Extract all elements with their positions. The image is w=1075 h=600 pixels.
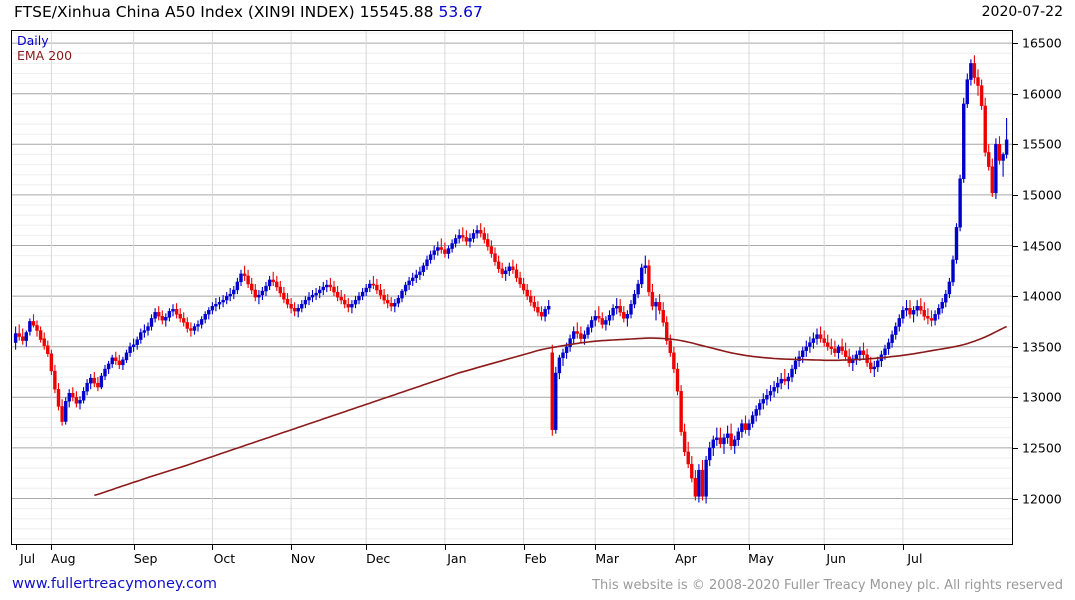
instrument-ticker: (XIN9I INDEX): [247, 3, 355, 21]
x-tick-label: Feb: [524, 551, 547, 566]
x-tick-label: Aug: [51, 551, 76, 566]
y-tick-mark: [1013, 245, 1018, 247]
chart-header: FTSE/Xinhua China A50 Index (XIN9I INDEX…: [0, 0, 1075, 28]
y-tick-mark: [1013, 194, 1018, 196]
x-tick-label: Sep: [133, 551, 158, 566]
y-tick-label: 12000: [1022, 491, 1062, 506]
x-tick-mark: [366, 545, 368, 550]
x-tick-mark: [523, 545, 525, 550]
major-gridlines: [12, 42, 1012, 499]
candlestick-canvas: [12, 31, 1012, 544]
y-tick-mark: [1013, 43, 1018, 45]
site-url-link[interactable]: www.fullertreacymoney.com: [12, 576, 217, 592]
copyright-notice: This website is © 2008-2020 Fuller Treac…: [592, 578, 1063, 593]
x-axis: Jul Aug Sep Oct Nov Dec Jan Feb Mar Apr May Jun Jul: [11, 545, 1013, 569]
x-tick-mark: [51, 545, 53, 550]
x-tick-mark: [444, 545, 446, 550]
x-tick-mark: [749, 545, 750, 550]
x-tick-label: Dec: [366, 551, 391, 566]
x-tick-mark: [902, 545, 904, 550]
y-tick-label: 14000: [1022, 288, 1062, 304]
x-tick-mark: [824, 545, 826, 550]
page-title: FTSE/Xinhua China A50 Index (XIN9I INDEX…: [14, 3, 483, 21]
quote-date: 2020-07-22: [981, 4, 1063, 20]
x-tick-mark: [291, 545, 293, 550]
y-tick-label: 16000: [1022, 86, 1062, 102]
y-tick-mark: [1013, 498, 1018, 500]
y-tick-label: 13500: [1022, 339, 1062, 355]
x-tick-label: May: [748, 551, 774, 566]
y-tick-label: 13000: [1022, 389, 1062, 405]
x-tick-label: Jun: [826, 551, 846, 566]
y-tick-label: 16500: [1022, 35, 1062, 51]
y-tick-mark: [1013, 93, 1018, 95]
x-tick-mark: [212, 545, 214, 550]
x-tick-mark: [133, 545, 135, 550]
candlestick-series: [13, 55, 1009, 504]
y-tick-mark: [1013, 447, 1018, 449]
last-price: 15545.88: [359, 3, 434, 21]
x-tick-label: Jan: [447, 551, 467, 566]
instrument-name: FTSE/Xinhua China A50 Index: [14, 3, 243, 21]
price-change: 53.67: [438, 3, 483, 21]
x-tick-label: Apr: [675, 551, 697, 566]
y-tick-mark: [1013, 144, 1018, 146]
y-tick-label: 14500: [1022, 238, 1062, 253]
y-tick-mark: [1013, 346, 1018, 348]
y-tick-mark: [1013, 397, 1018, 399]
x-tick-mark: [673, 545, 675, 550]
x-tick-label: Jul: [907, 551, 923, 566]
minor-gridlines: [12, 32, 1012, 540]
y-tick-label: 12500: [1022, 440, 1062, 456]
y-tick-label: 15500: [1022, 136, 1062, 152]
vertical-gridlines: [50, 31, 904, 544]
ema-overlay-series: [94, 325, 1007, 497]
x-tick-label: Mar: [595, 551, 619, 566]
chart-plot-area[interactable]: Daily EMA 200: [11, 30, 1013, 545]
y-axis: 12000 12500 13000 13500 14000 14500 15000 15500…: [1013, 30, 1075, 545]
x-tick-mark: [595, 545, 597, 550]
x-tick-mark: [15, 545, 17, 550]
y-tick-mark: [1013, 296, 1018, 298]
x-tick-label: Oct: [213, 551, 236, 566]
page-footer: www.fullertreacymoney.com This website i…: [0, 576, 1075, 600]
x-tick-label: Jul: [20, 551, 36, 566]
x-tick-label: Nov: [290, 551, 316, 566]
y-tick-label: 15000: [1022, 187, 1062, 203]
